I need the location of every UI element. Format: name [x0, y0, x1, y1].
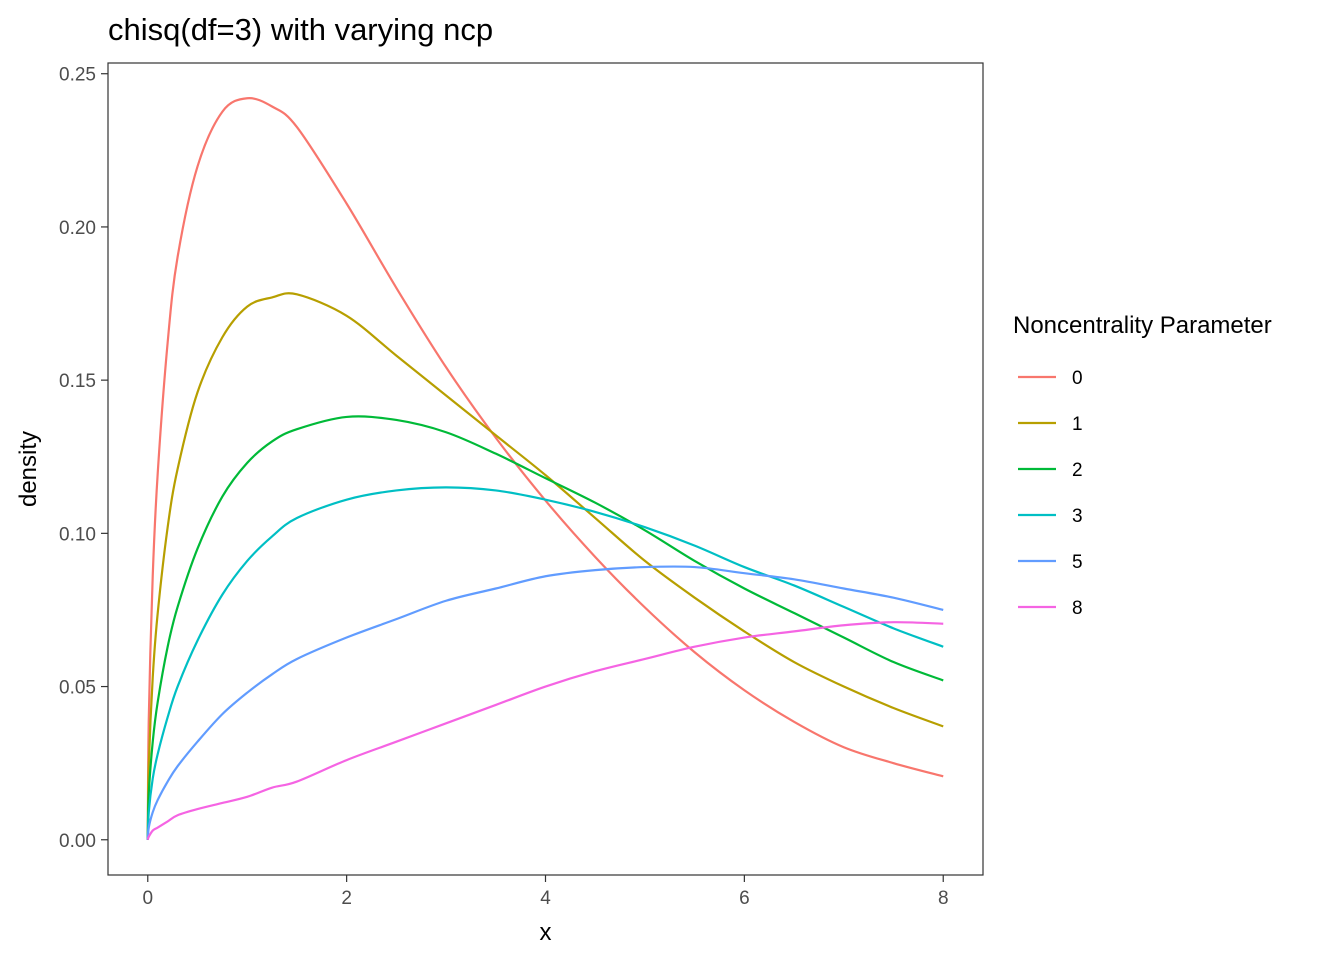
legend-title: Noncentrality Parameter: [1013, 312, 1272, 339]
panel-border: [107, 62, 984, 876]
x-tick-label: 6: [739, 888, 750, 909]
y-tick-label: 0.05: [59, 678, 96, 699]
chart-title: chisq(df=3) with varying ncp: [108, 12, 493, 47]
x-tick-label: 0: [142, 888, 153, 909]
series-line-ncp-3: [146, 486, 944, 840]
y-tick-label: 0.25: [59, 65, 96, 86]
y-tick-label: 0.20: [59, 218, 96, 239]
series-line-ncp-1: [146, 292, 944, 840]
legend-label-ncp-5: 5: [1072, 552, 1083, 573]
legend-label-ncp-0: 0: [1072, 368, 1083, 389]
x-tick-label: 4: [540, 888, 551, 909]
legend: Noncentrality Parameter 0 1 2 3 5 8: [1013, 312, 1272, 619]
legend-label-ncp-8: 8: [1072, 598, 1083, 619]
legend-label-ncp-1: 1: [1072, 414, 1083, 435]
series-line-ncp-2: [146, 415, 944, 840]
y-tick-label: 0.00: [59, 831, 96, 852]
series-line-ncp-8: [146, 621, 944, 841]
x-axis: 0 2 4 6 8: [142, 875, 949, 909]
series-line-ncp-0: [146, 97, 944, 840]
legend-label-ncp-2: 2: [1072, 460, 1083, 481]
y-axis-title: density: [15, 431, 42, 507]
y-tick-label: 0.10: [59, 524, 96, 545]
plot-area: [146, 97, 944, 841]
y-axis: 0.00 0.05 0.10 0.15 0.20 0.25: [59, 65, 108, 852]
x-tick-label: 8: [938, 888, 949, 909]
y-tick-label: 0.15: [59, 371, 96, 392]
x-tick-label: 2: [341, 888, 352, 909]
x-axis-title: x: [540, 919, 552, 946]
legend-label-ncp-3: 3: [1072, 506, 1083, 527]
series-line-ncp-5: [146, 565, 944, 840]
